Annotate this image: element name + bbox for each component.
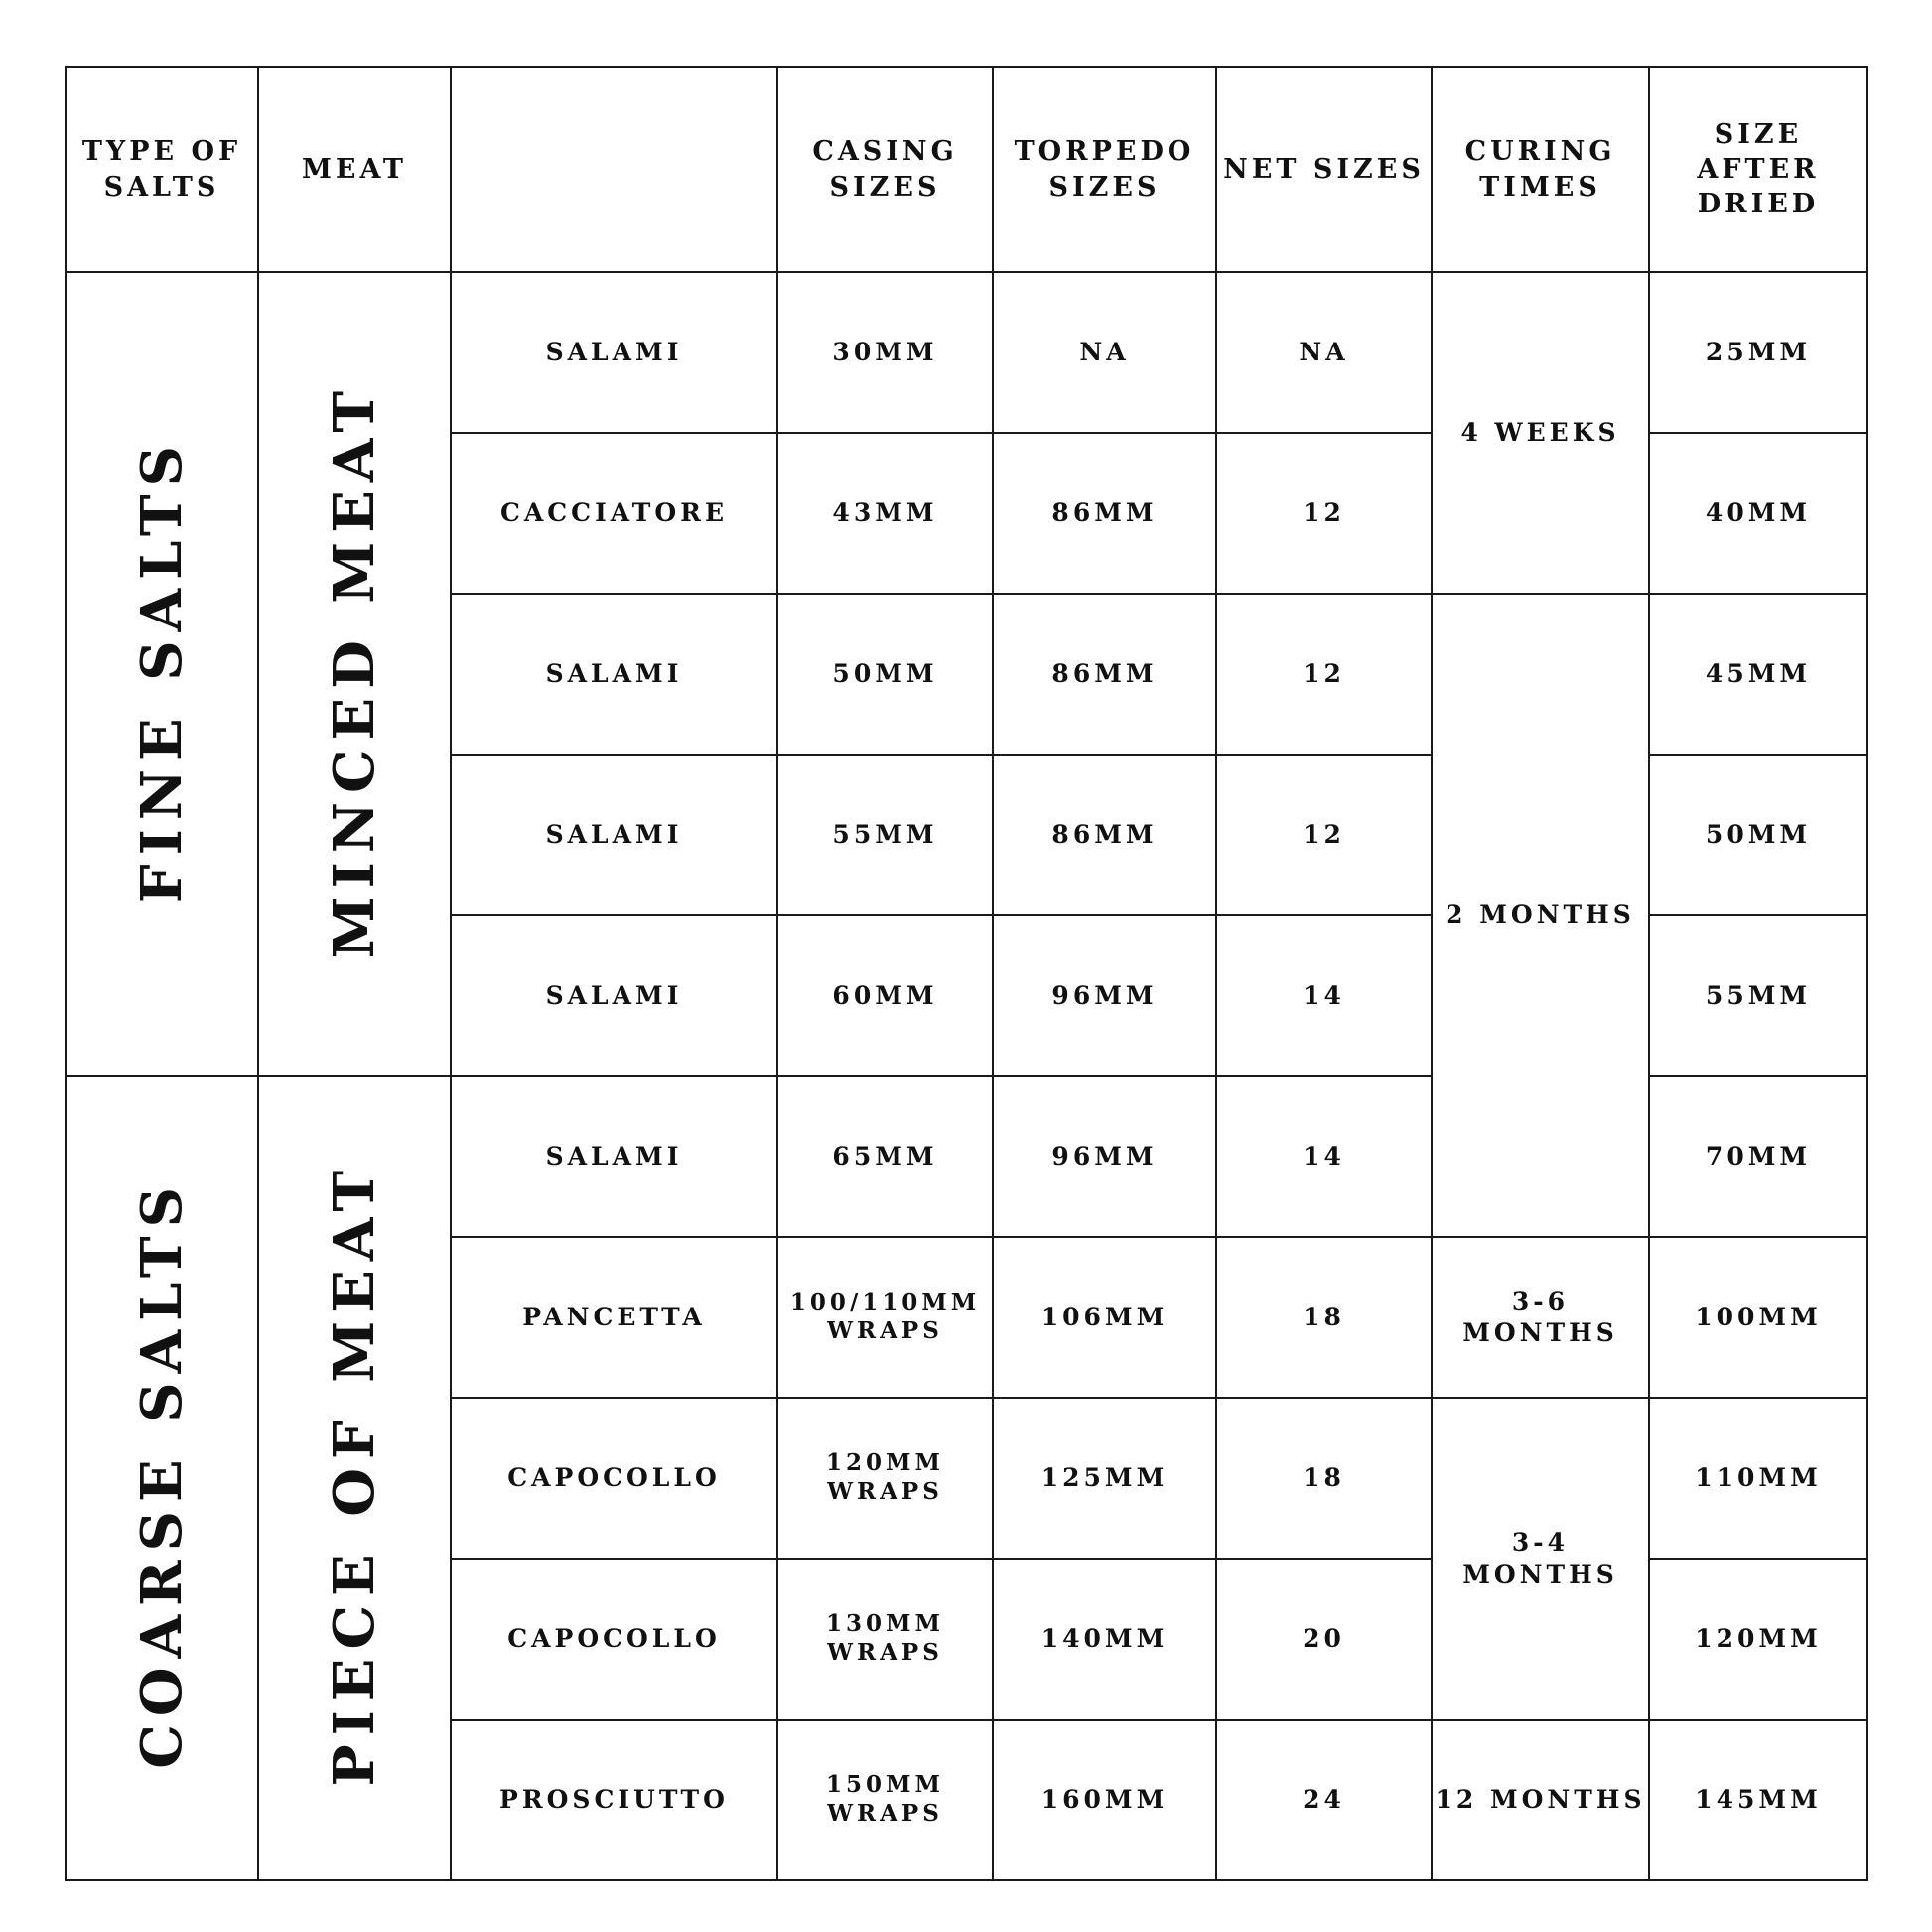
net-size: 18 xyxy=(1215,1236,1433,1399)
table-row: CACCIATORE 43MM 86MM 12 40MM xyxy=(66,432,1868,595)
casing-size: 30MM xyxy=(776,271,994,434)
net-size: 14 xyxy=(1215,914,1433,1077)
product-name: CAPOCOLLO xyxy=(450,1397,778,1560)
header-curing-times: CURING TIMES xyxy=(1431,66,1650,273)
size-after-dried: 40MM xyxy=(1648,432,1868,595)
curing-table: TYPE OF SALTS MEAT CASING SIZES TORPEDO … xyxy=(65,66,1868,1881)
table-row: FINE SALTS MINCED MEAT SALAMI 30MM NA NA 4 WEE… xyxy=(65,271,1868,1077)
fine-salts-group: FINE SALTS xyxy=(65,271,259,1077)
net-size: 12 xyxy=(1215,432,1433,595)
size-after-dried: 25MM xyxy=(1648,271,1868,434)
torpedo-size: 160MM xyxy=(992,1719,1217,1881)
size-after-dried: 50MM xyxy=(1648,754,1868,916)
header-net-sizes: NET SIZES xyxy=(1215,66,1433,273)
net-size: 14 xyxy=(1215,1075,1433,1238)
header-product xyxy=(450,66,778,273)
table-row: CAPOCOLLO 130MM WRAPS 140MM 20 120MM xyxy=(66,1558,1868,1721)
coarse-salts-group: COARSE SALTS xyxy=(65,1075,259,1881)
curing-time: 3-4 MONTHS xyxy=(1431,1397,1650,1721)
product-name: SALAMI xyxy=(450,1075,778,1238)
size-after-dried: 55MM xyxy=(1648,914,1868,1077)
casing-size: 43MM xyxy=(776,432,994,595)
net-size: 12 xyxy=(1215,754,1433,916)
torpedo-size: 86MM xyxy=(992,754,1217,916)
curing-time: 3-6 MONTHS xyxy=(1431,1236,1650,1399)
header-size-after-dried: SIZE AFTER DRIED xyxy=(1648,66,1868,273)
header-type-of-salts: TYPE OF SALTS xyxy=(65,66,259,273)
casing-size: 130MM WRAPS xyxy=(776,1558,994,1721)
piece-of-meat-group: PIECE OF MEAT xyxy=(257,1075,452,1881)
size-after-dried: 45MM xyxy=(1648,593,1868,756)
size-after-dried: 100MM xyxy=(1648,1236,1868,1399)
header-meat: MEAT xyxy=(257,66,452,273)
minced-meat-group-label: MINCED MEAT xyxy=(321,381,387,958)
casing-size: 150MM WRAPS xyxy=(776,1719,994,1881)
casing-size: 65MM xyxy=(776,1075,994,1238)
net-size: 18 xyxy=(1215,1397,1433,1560)
product-name: SALAMI xyxy=(450,593,778,756)
net-size: NA xyxy=(1215,271,1433,434)
torpedo-size: 140MM xyxy=(992,1558,1217,1721)
product-name: CACCIATORE xyxy=(450,432,778,595)
torpedo-size: 96MM xyxy=(992,914,1217,1077)
table-row: COARSE SALTS PIECE OF MEAT SALAMI 65MM 96MM 1… xyxy=(65,1075,1868,1881)
net-size: 24 xyxy=(1215,1719,1433,1881)
product-name: CAPOCOLLO xyxy=(450,1558,778,1721)
net-size: 20 xyxy=(1215,1558,1433,1721)
fine-salts-group-label: FINE SALTS xyxy=(128,436,195,903)
casing-size: 55MM xyxy=(776,754,994,916)
product-name: PROSCIUTTO xyxy=(450,1719,778,1881)
coarse-salts-group-label: COARSE SALTS xyxy=(128,1178,195,1770)
casing-size: 100/110MM WRAPS xyxy=(776,1236,994,1399)
product-name: PANCETTA xyxy=(450,1236,778,1399)
torpedo-size: 86MM xyxy=(992,432,1217,595)
table-row: SALAMI 50MM 86MM 12 2 MONTHS 45MM xyxy=(66,593,1868,1238)
header-torpedo-sizes: TORPEDO SIZES xyxy=(992,66,1217,273)
header-casing-sizes: CASING SIZES xyxy=(776,66,994,273)
size-after-dried: 110MM xyxy=(1648,1397,1868,1560)
size-after-dried: 120MM xyxy=(1648,1558,1868,1721)
product-name: SALAMI xyxy=(450,914,778,1077)
minced-meat-group: MINCED MEAT xyxy=(257,271,452,1077)
product-name: SALAMI xyxy=(450,271,778,434)
casing-size: 60MM xyxy=(776,914,994,1077)
table-row: CAPOCOLLO 120MM WRAPS 125MM 18 3-4 MONTHS 110… xyxy=(66,1397,1868,1721)
torpedo-size: 96MM xyxy=(992,1075,1217,1238)
curing-time: 2 MONTHS xyxy=(1431,593,1650,1238)
header-row: TYPE OF SALTS MEAT CASING SIZES TORPEDO … xyxy=(65,66,1868,273)
table-row: SALAMI 55MM 86MM 12 50MM xyxy=(66,754,1868,916)
table-row: PROSCIUTTO 150MM WRAPS 160MM 24 12 MONTHS 145… xyxy=(66,1719,1868,1881)
curing-time: 12 MONTHS xyxy=(1431,1719,1650,1881)
size-after-dried: 70MM xyxy=(1648,1075,1868,1238)
torpedo-size: 86MM xyxy=(992,593,1217,756)
table-row: SALAMI 60MM 96MM 14 55MM xyxy=(66,914,1868,1077)
torpedo-size: 106MM xyxy=(992,1236,1217,1399)
torpedo-size: 125MM xyxy=(992,1397,1217,1560)
curing-time: 4 WEEKS xyxy=(1431,271,1650,595)
casing-size: 50MM xyxy=(776,593,994,756)
size-after-dried: 145MM xyxy=(1648,1719,1868,1881)
product-name: SALAMI xyxy=(450,754,778,916)
piece-of-meat-group-label: PIECE OF MEAT xyxy=(321,1161,387,1787)
torpedo-size: NA xyxy=(992,271,1217,434)
net-size: 12 xyxy=(1215,593,1433,756)
table-row: PANCETTA 100/110MM WRAPS 106MM 18 3-6 MONTHS… xyxy=(66,1236,1868,1399)
casing-size: 120MM WRAPS xyxy=(776,1397,994,1560)
